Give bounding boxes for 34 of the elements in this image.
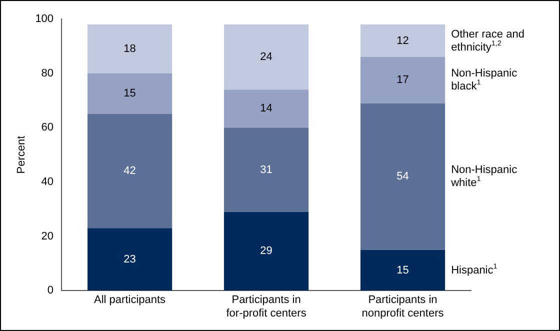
bar (360, 57, 446, 104)
bar (360, 250, 446, 291)
bar (224, 90, 309, 128)
data-label: 15 (124, 88, 136, 100)
x-tick-label: All participants (94, 294, 166, 306)
bar (224, 24, 309, 90)
data-label: 24 (260, 51, 272, 64)
data-label: 15 (396, 264, 409, 276)
x-tick-label: Participants in nonprofit centers (362, 294, 444, 320)
y-axis-title: Percent (16, 136, 28, 174)
bar (87, 73, 172, 114)
bar (87, 228, 172, 291)
y-tick-label: 80 (41, 67, 54, 80)
bar (224, 212, 309, 291)
y-tick-label: 100 (35, 13, 54, 26)
data-label: 54 (396, 170, 409, 183)
data-label: 14 (260, 102, 272, 115)
data-label: 31 (260, 164, 272, 176)
y-tick-label: 40 (41, 176, 54, 188)
y-tick-label: 60 (41, 122, 54, 134)
bar (360, 24, 446, 58)
bar (360, 103, 446, 250)
bar (87, 114, 172, 228)
data-label: 42 (124, 165, 136, 178)
data-label: 18 (124, 42, 136, 55)
data-label: 23 (124, 253, 136, 266)
data-label: 17 (396, 74, 409, 86)
data-label: 12 (396, 34, 409, 47)
y-tick-label: 20 (41, 230, 54, 242)
x-tick-label: Participants in for-profit centers (226, 294, 307, 320)
bar (224, 128, 309, 212)
data-label: 29 (260, 245, 272, 258)
y-tick-label: 0 (47, 284, 54, 297)
bar (87, 24, 172, 74)
